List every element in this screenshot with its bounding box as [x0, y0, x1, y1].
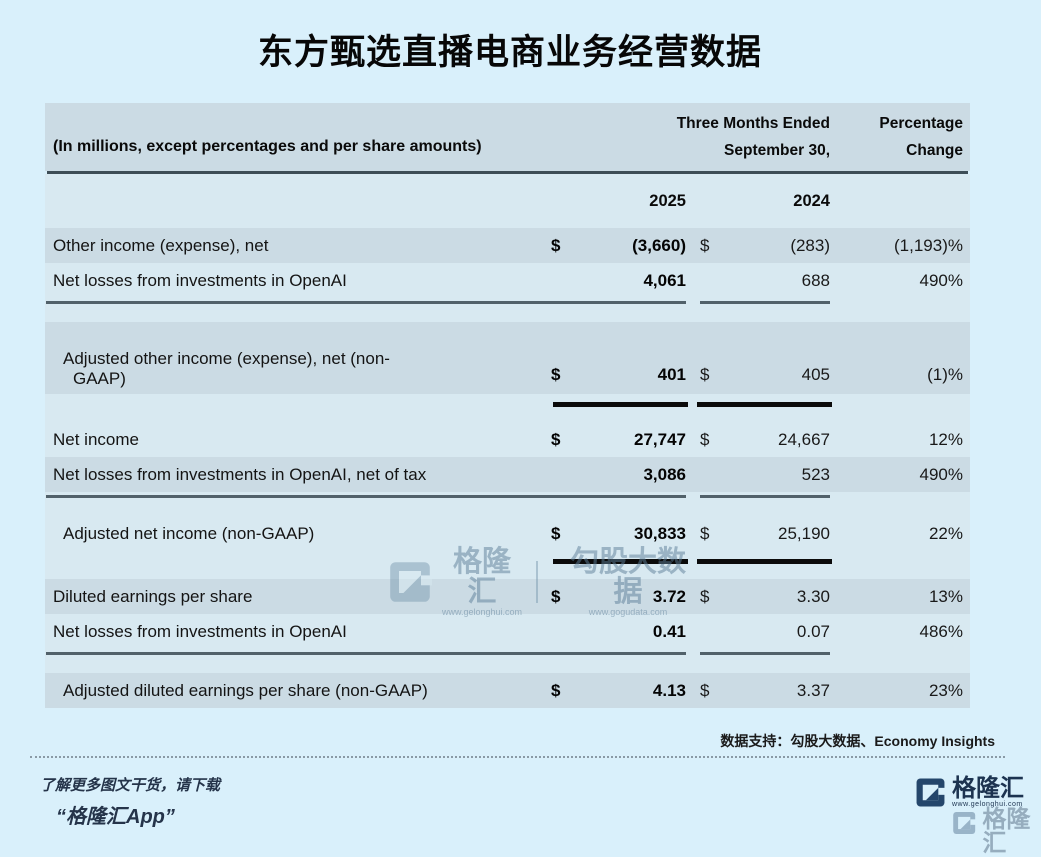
dollar-sign-2025: $: [551, 429, 561, 449]
value-2024: 3.30: [796, 586, 830, 606]
row-label: Other income (expense), net: [53, 235, 269, 255]
value-2025: 4,061: [643, 270, 686, 290]
table-row: Net losses from investments in OpenAI 0.4…: [45, 614, 970, 649]
percentage-change-value: 22%: [928, 523, 963, 543]
gelonghui-logo-url: www.gelonghui.com: [952, 801, 1023, 808]
header-rule: [47, 171, 968, 174]
gelonghui-logo: 格隆汇 www.gelonghui.com: [915, 777, 1024, 808]
dollar-sign-2024: $: [700, 680, 710, 700]
table-row: Adjusted diluted earnings per share (non…: [45, 673, 970, 708]
page-title: 东方甄选直播电商业务经营数据: [257, 33, 762, 72]
subtotal-rule: [45, 298, 970, 322]
row-label: Net losses from investments in OpenAI, n…: [53, 464, 427, 484]
value-2025: 0.41: [652, 621, 686, 641]
value-2024: 24,667: [778, 429, 830, 449]
table-row: Adjusted net income (non-GAAP) $30,833 $25…: [45, 516, 970, 551]
percentage-change-value: 13%: [928, 586, 963, 606]
financial-table: (In millions, except percentages and per…: [45, 103, 970, 708]
dollar-sign-2025: $: [551, 365, 561, 384]
table-row: Net income $27,747 $24,667 12%: [45, 422, 970, 457]
row-label: Adjusted other income (expense), net (no…: [63, 349, 390, 388]
value-2024: (283): [790, 235, 830, 255]
table-caption: (In millions, except percentages and per…: [53, 138, 482, 155]
promo-app-name: “格隆汇App”: [56, 806, 175, 828]
gelonghui-logo-faded: 格隆汇: [952, 808, 1041, 856]
value-2025: 30,833: [634, 523, 686, 543]
value-2025: 401: [657, 365, 686, 384]
value-2025: 3,086: [643, 464, 686, 484]
dollar-sign-2024: $: [700, 235, 710, 255]
percentage-change-header: Percentage Change: [879, 115, 963, 159]
data-support-line: 数据支持：勾股大数据、Economy Insights: [720, 733, 995, 749]
table-row: Other income (expense), net $ (3,660) $ (283…: [45, 228, 970, 263]
row-label: Net losses from investments in OpenAI: [53, 270, 347, 290]
year-2024-label: 2024: [793, 191, 830, 210]
year-2025-label: 2025: [649, 191, 686, 210]
period-header: Three Months Ended September 30,: [676, 115, 830, 159]
table-header: (In millions, except percentages and per…: [45, 103, 970, 171]
dollar-sign-2024: $: [700, 429, 710, 449]
dollar-sign-2025: $: [551, 586, 561, 606]
value-2025: (3,660): [632, 235, 686, 255]
table-row: Net losses from investments in OpenAI 4,0…: [45, 263, 970, 298]
table-row: Diluted earnings per share $3.72 $3.30 13%: [45, 579, 970, 614]
dollar-sign-2025: $: [551, 680, 561, 700]
percentage-change-value: 12%: [928, 429, 963, 449]
year-columns-row: 2025 2024: [45, 174, 970, 228]
value-2025: 3.72: [652, 586, 686, 606]
subtotal-rule: [45, 649, 970, 673]
row-label: Diluted earnings per share: [53, 586, 253, 606]
promo-text: 了解更多图文干货，请下载: [40, 777, 221, 794]
dotted-divider: [30, 756, 1005, 758]
table-row: Adjusted other income (expense), net (no…: [45, 322, 970, 394]
row-label: Adjusted diluted earnings per share (non…: [63, 680, 428, 700]
dollar-sign-2024: $: [700, 365, 710, 384]
percentage-change-value: (1,193)%: [894, 235, 963, 255]
value-2024: 688: [801, 270, 830, 290]
percentage-change-value: 490%: [919, 270, 963, 290]
percentage-change-value: 486%: [919, 621, 963, 641]
gelonghui-logo-icon: [916, 778, 946, 807]
row-label: Adjusted net income (non-GAAP): [63, 523, 315, 543]
percentage-change-value: (1)%: [927, 365, 963, 384]
row-label: Net income: [53, 429, 139, 449]
value-2024: 405: [801, 365, 830, 384]
total-rule: [45, 394, 970, 422]
total-rule: [45, 551, 970, 579]
dollar-sign-2024: $: [700, 523, 710, 543]
gelonghui-logo-faded-icon: [953, 812, 977, 834]
dollar-sign-2024: $: [700, 586, 710, 606]
value-2025: 27,747: [634, 429, 686, 449]
percentage-change-value: 490%: [919, 464, 963, 484]
value-2024: 3.37: [796, 680, 830, 700]
row-label: Net losses from investments in OpenAI: [53, 621, 347, 641]
dollar-sign-2025: $: [551, 235, 561, 255]
percentage-change-value: 23%: [928, 680, 963, 700]
column-gap: [686, 385, 700, 394]
subtotal-rule: [45, 492, 970, 516]
table-row: Net losses from investments in OpenAI, n…: [45, 457, 970, 492]
value-2025: 4.13: [652, 680, 686, 700]
value-2024: 25,190: [778, 523, 830, 543]
value-2024: 523: [801, 464, 830, 484]
dollar-sign-2025: $: [551, 523, 561, 543]
table-rows: Other income (expense), net $ (3,660) $ (283…: [45, 228, 970, 708]
gelonghui-logo-text: 格隆汇: [952, 775, 1024, 802]
value-2024: 0.07: [796, 621, 830, 641]
